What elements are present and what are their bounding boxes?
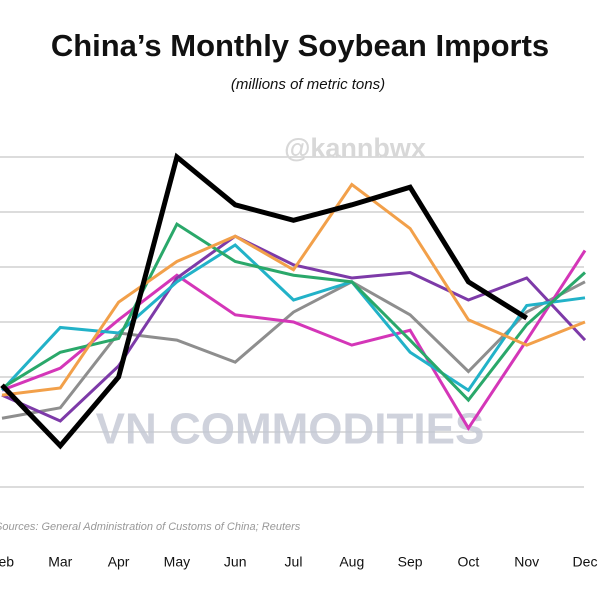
series-line: [0, 152, 529, 450]
source-note: Sources: General Administration of Custo…: [0, 521, 301, 533]
series-line: [1, 221, 587, 403]
series-line: [1, 182, 586, 397]
x-tick-label: Oct: [458, 554, 480, 570]
watermark: @kannbwx: [284, 133, 426, 163]
x-tick-label: Nov: [514, 554, 539, 570]
series-line: [1, 249, 587, 431]
series-line: [1, 280, 586, 420]
chart-subtitle: (millions of metric tons): [231, 76, 385, 93]
x-tick-label: Feb: [0, 554, 14, 570]
x-tick-label: Jul: [285, 554, 303, 570]
x-tick-label: Aug: [339, 554, 364, 570]
chart-title: China’s Monthly Soybean Imports: [51, 28, 549, 63]
series-line: [1, 234, 587, 423]
watermark: VN COMMODITIES: [96, 405, 485, 454]
x-tick-label: Sep: [398, 554, 423, 570]
x-tick-label: Mar: [48, 554, 72, 570]
x-tick-label: Apr: [108, 554, 130, 570]
x-tick-label: May: [164, 554, 190, 570]
x-tick-label: Dec: [573, 554, 598, 570]
x-tick-label: Jun: [224, 554, 247, 570]
